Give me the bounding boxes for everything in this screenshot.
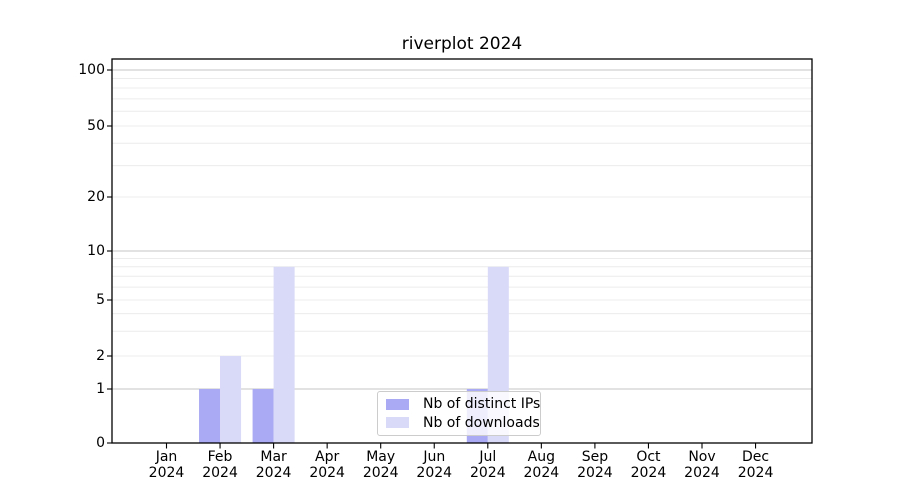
bar-distinct-ips-feb: [199, 389, 221, 443]
bar-distinct-ips-mar: [252, 389, 274, 443]
chart-title: riverplot 2024: [401, 34, 523, 54]
bar-downloads-mar: [273, 266, 295, 443]
legend-item-distinct-ips: Nb of distinct IPs: [386, 396, 540, 412]
legend: Nb of distinct IPs Nb of downloads: [377, 391, 541, 436]
legend-item-downloads: Nb of downloads: [386, 415, 540, 431]
legend-label-distinct-ips: Nb of distinct IPs: [423, 396, 541, 413]
legend-swatch-distinct-ips: [386, 398, 409, 410]
bar-downloads-feb: [220, 356, 242, 443]
legend-label-downloads: Nb of downloads: [423, 414, 540, 431]
legend-swatch-downloads: [386, 417, 409, 429]
